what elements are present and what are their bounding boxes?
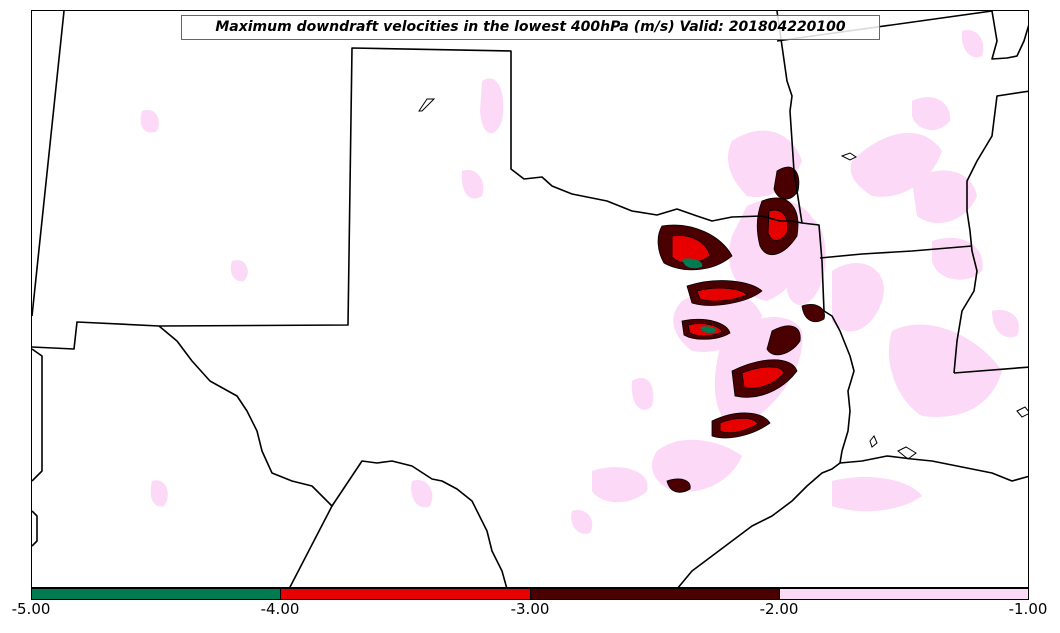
map-title: Maximum downdraft velocities in the lowe… [181,15,880,40]
map-panel [31,10,1029,588]
colorbar-tick-label: -5.00 [11,600,51,618]
colorbar-segment [779,589,1028,599]
lakes-and-islands [418,98,1028,460]
colorbar-tick-label: -1.00 [1008,600,1048,618]
state-borders [32,11,1028,587]
colorbar-tick-label: -2.00 [759,600,799,618]
colorbar-tick-label: -4.00 [260,600,300,618]
light-downdraft-field [140,30,1020,534]
colorbar [31,588,1029,600]
colorbar-tick-label: -3.00 [510,600,550,618]
colorbar-segment [281,589,531,599]
colorbar-segment [530,589,780,599]
map-canvas [32,11,1028,587]
strong-downdraft-cells [657,166,825,493]
colorbar-segment [32,589,282,599]
